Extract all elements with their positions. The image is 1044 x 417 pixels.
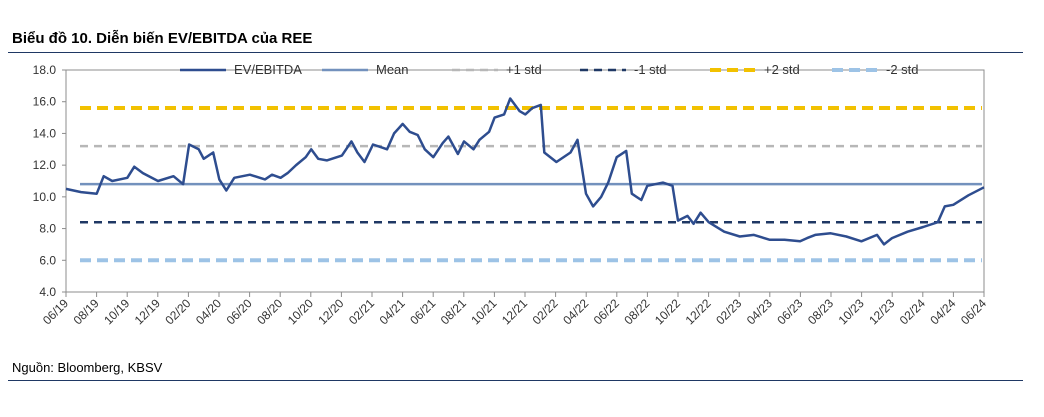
x-tick-label: 08/21: [438, 296, 469, 327]
ev-ebitda-series-line: [65, 97, 985, 246]
legend-label-ev-ebitda: EV/EBITDA: [234, 62, 302, 77]
series-layer: [65, 97, 985, 246]
x-tick-label: 04/23: [744, 296, 775, 327]
x-axis: 06/19 08/19 10/19 12/19 02/20 04/20 06/20 08/20…: [40, 292, 989, 327]
legend-label-plus1-std: +1 std: [506, 62, 542, 77]
x-tick-label: 02/22: [530, 296, 561, 327]
legend-label-minus1-std: -1 std: [634, 62, 667, 77]
x-tick-label: 04/24: [927, 296, 958, 327]
x-tick-label: 02/24: [897, 296, 928, 327]
x-tick-label: 12/23: [866, 296, 897, 327]
x-tick-label: 06/21: [407, 296, 438, 327]
ev-ebitda-chart: EV/EBITDA Mean +1 std -1 std +2 std -2 std 18…: [33, 62, 990, 327]
x-tick-label: 06/23: [774, 296, 805, 327]
x-tick-label: 08/22: [621, 296, 652, 327]
x-tick-label: 10/20: [285, 296, 316, 327]
x-tick-label: 04/22: [560, 296, 591, 327]
y-tick-label: 10.0: [33, 190, 57, 204]
x-tick-label: 06/24: [958, 296, 989, 327]
top-rule: [8, 52, 1023, 53]
x-tick-label: 12/19: [132, 296, 163, 327]
y-tick-label: 14.0: [33, 126, 57, 140]
legend-label-mean: Mean: [376, 62, 409, 77]
x-tick-label: 02/21: [346, 296, 377, 327]
y-tick-label: 6.0: [39, 253, 56, 267]
x-tick-label: 08/20: [254, 296, 285, 327]
x-tick-label: 06/20: [224, 296, 255, 327]
x-tick-label: 08/23: [805, 296, 836, 327]
x-tick-label: 12/22: [683, 296, 714, 327]
x-tick-label: 10/23: [836, 296, 867, 327]
x-tick-label: 10/21: [468, 296, 499, 327]
y-tick-label: 4.0: [39, 285, 56, 299]
x-tick-label: 12/21: [499, 296, 530, 327]
x-tick-label: 08/19: [71, 296, 102, 327]
x-tick-label: 06/19: [40, 296, 71, 327]
x-tick-label: 12/20: [315, 296, 346, 327]
legend-label-minus2-std: -2 std: [886, 62, 919, 77]
x-tick-label: 02/20: [162, 296, 193, 327]
chart-title: Biểu đồ 10. Diễn biến EV/EBITDA của REE: [12, 30, 313, 47]
y-axis: 18.0 16.0 14.0 12.0 10.0 8.0 6.0 4.0: [33, 63, 66, 299]
y-tick-label: 16.0: [33, 95, 57, 109]
x-tick-label: 02/23: [713, 296, 744, 327]
source-note: Nguồn: Bloomberg, KBSV: [12, 360, 163, 375]
y-tick-label: 18.0: [33, 63, 57, 77]
x-tick-label: 04/21: [377, 296, 408, 327]
y-tick-label: 8.0: [39, 222, 56, 236]
y-tick-label: 12.0: [33, 158, 57, 172]
x-tick-label: 04/20: [193, 296, 224, 327]
bottom-rule: [8, 380, 1023, 381]
x-tick-label: 06/22: [591, 296, 622, 327]
chart-legend: EV/EBITDA Mean +1 std -1 std +2 std -2 std: [180, 62, 919, 77]
legend-label-plus2-std: +2 std: [764, 62, 800, 77]
x-tick-label: 10/22: [652, 296, 683, 327]
x-tick-label: 10/19: [101, 296, 132, 327]
